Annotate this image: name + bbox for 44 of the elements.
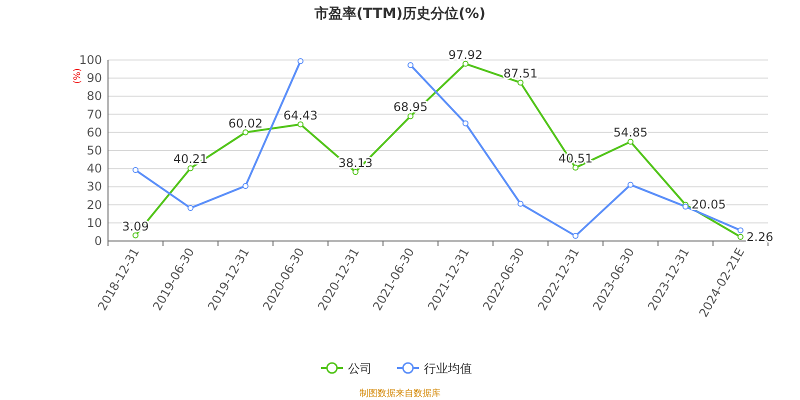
point bbox=[132, 232, 138, 238]
point bbox=[242, 182, 248, 189]
y-tick-label: 60 bbox=[86, 125, 102, 140]
y-tick-label: 50 bbox=[86, 144, 102, 158]
point bbox=[738, 227, 744, 234]
data-label: 54.85 bbox=[613, 126, 648, 140]
data-label: 60.02 bbox=[228, 116, 263, 130]
point bbox=[298, 58, 304, 64]
point bbox=[572, 164, 578, 171]
point bbox=[242, 129, 248, 136]
point bbox=[352, 168, 358, 175]
data-label: 97.92 bbox=[448, 48, 483, 62]
y-tick-label: 100 bbox=[79, 53, 102, 67]
point bbox=[462, 120, 468, 126]
point bbox=[628, 182, 634, 188]
point bbox=[188, 205, 194, 212]
point bbox=[462, 60, 468, 67]
legend-label: 公司 bbox=[348, 362, 372, 376]
y-tick-label: 10 bbox=[86, 216, 102, 230]
data-label: 87.51 bbox=[503, 66, 538, 81]
point bbox=[572, 232, 578, 239]
data-label: 2.26 bbox=[746, 230, 774, 244]
point bbox=[408, 113, 414, 120]
point bbox=[408, 62, 414, 68]
point bbox=[628, 138, 634, 145]
chart-title: 市盈率(TTM)历史分位(%) bbox=[314, 5, 486, 22]
point bbox=[132, 167, 138, 174]
point bbox=[518, 200, 524, 207]
data-label: 64.43 bbox=[283, 108, 318, 122]
y-tick-label: 40 bbox=[86, 162, 102, 176]
data-label: 20.05 bbox=[692, 198, 726, 212]
y-tick-label: 20 bbox=[86, 198, 102, 212]
y-tick-label: 0 bbox=[94, 234, 102, 248]
y-tick-label: 90 bbox=[86, 71, 102, 86]
y-tick-label: 70 bbox=[86, 107, 102, 122]
point bbox=[518, 80, 524, 86]
point bbox=[738, 234, 744, 240]
text: 制图数据来自数据库 bbox=[360, 388, 440, 399]
legend-label: 行业均值 bbox=[424, 362, 472, 376]
y-axis-title: (%) bbox=[73, 68, 83, 84]
y-tick-label: 30 bbox=[86, 180, 102, 194]
point bbox=[298, 121, 304, 128]
point bbox=[188, 165, 194, 172]
y-tick-label: 80 bbox=[86, 89, 102, 104]
